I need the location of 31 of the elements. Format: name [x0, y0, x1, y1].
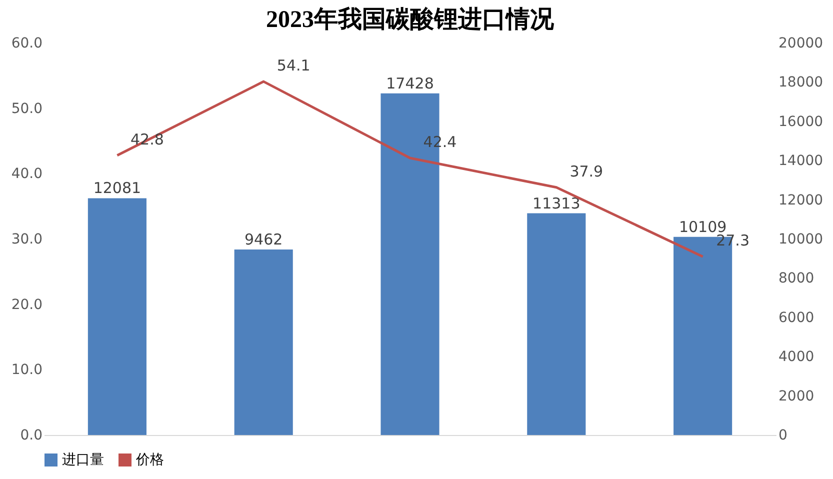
y2-tick-label: 18000: [778, 74, 824, 91]
y2-tick-label: 20000: [778, 36, 824, 52]
y-tick-label: 50.0: [11, 100, 42, 117]
data-label: 54.1: [276, 56, 310, 75]
y-tick-label: 30.0: [11, 232, 42, 248]
y2-tick-label: 6000: [778, 310, 814, 326]
y2-tick-label: 14000: [778, 153, 824, 170]
y2-tick-label: 8000: [778, 270, 814, 287]
data-label: 12081: [93, 179, 142, 198]
bar: [88, 198, 146, 435]
y2-tick-label: 0: [778, 428, 788, 444]
data-label: 9462: [244, 230, 283, 249]
data-label: 37.9: [570, 162, 604, 180]
chart-title: 2023年我国碳酸锂进口情况: [266, 6, 555, 33]
data-label: 11313: [532, 194, 580, 212]
legend-label: 进口量: [62, 452, 104, 468]
legend-label: 价格: [135, 452, 164, 468]
y-tick-label: 20.0: [11, 296, 42, 313]
y-tick-label: 0.0: [20, 428, 42, 444]
y2-tick-label: 2000: [778, 388, 814, 404]
bar: [527, 213, 586, 435]
y2-tick-label: 16000: [778, 114, 824, 130]
y-tick-label: 40.0: [11, 166, 42, 182]
y2-tick-label: 4000: [778, 349, 814, 366]
y2-tick-label: 12000: [778, 192, 824, 208]
data-label: 17428: [386, 74, 434, 92]
y-tick-label: 60.0: [11, 36, 42, 52]
y-tick-label: 10.0: [11, 362, 42, 378]
y2-tick-label: 10000: [778, 232, 824, 248]
bar: [234, 250, 293, 435]
data-label: 10109: [678, 218, 727, 236]
